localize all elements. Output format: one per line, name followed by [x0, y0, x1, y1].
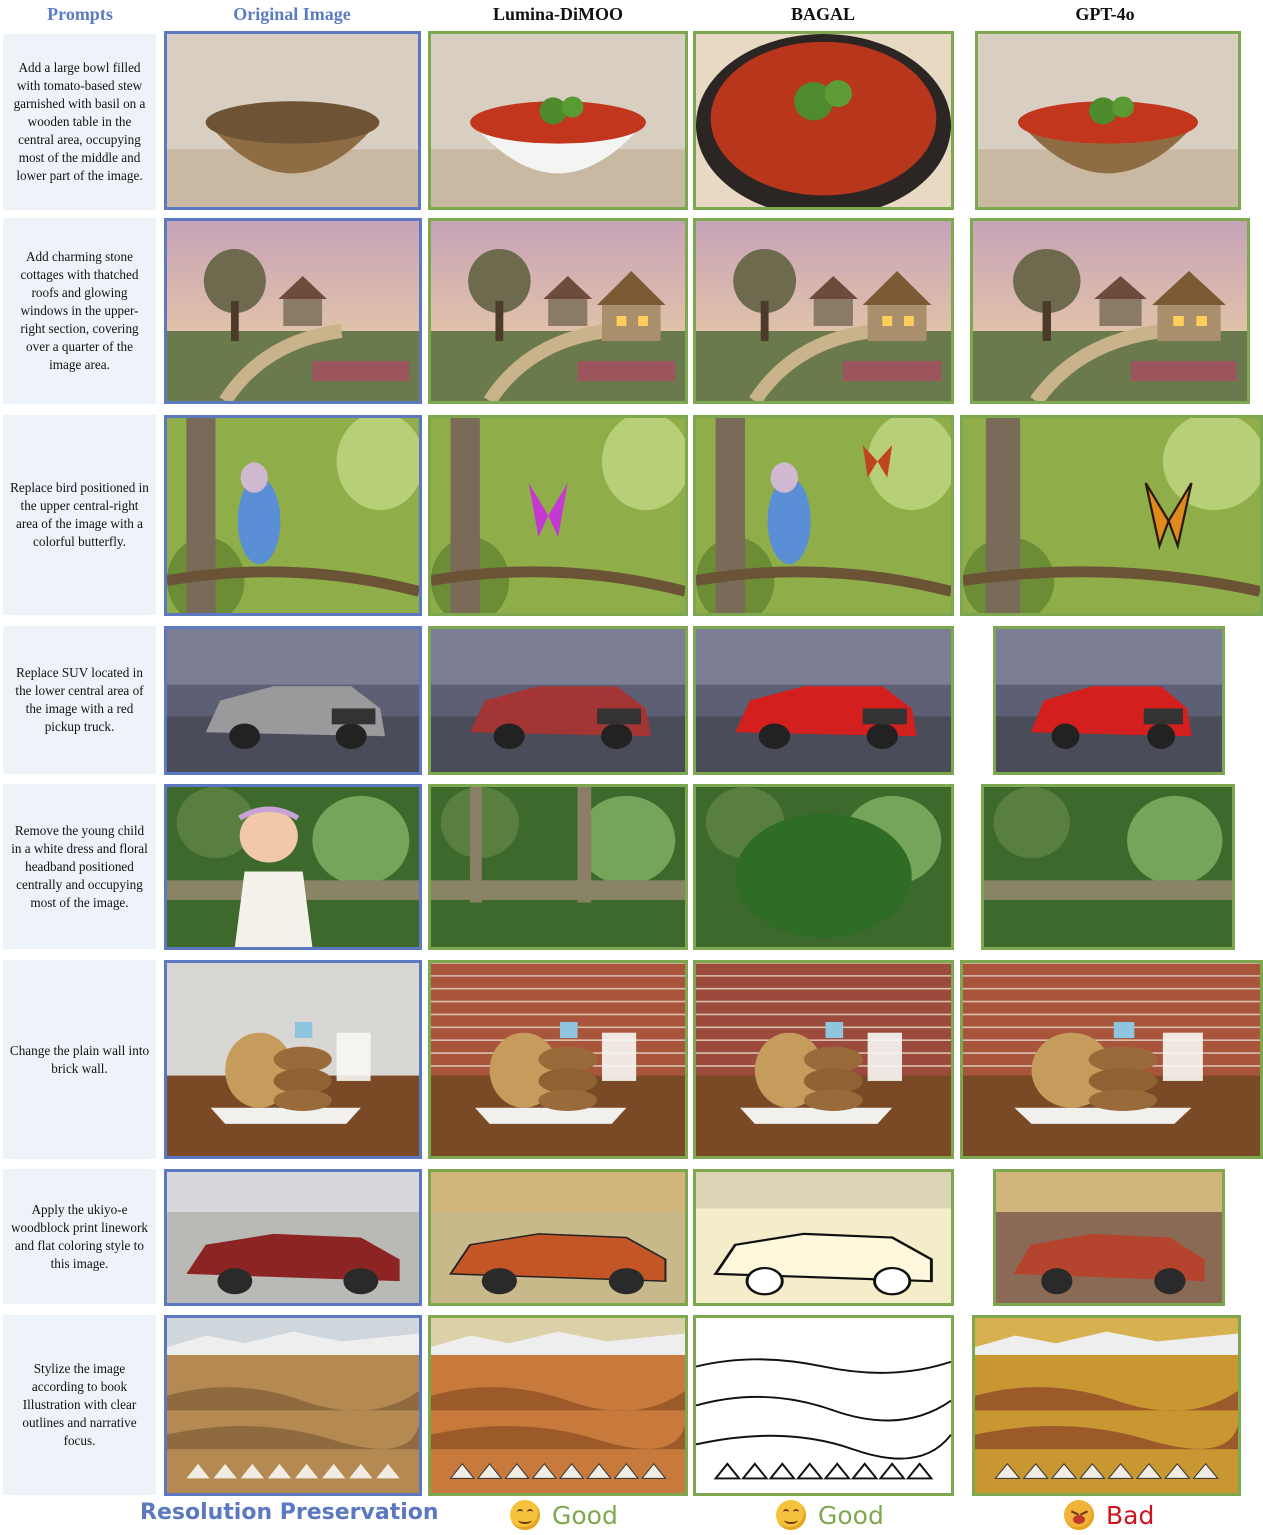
- original-image: [164, 1169, 422, 1306]
- lumina-dimoo-result: [428, 626, 688, 775]
- prompt-text: Remove the young child in a white dress …: [3, 784, 156, 949]
- original-image: [164, 31, 421, 210]
- prompt-text: Add a large bowl filled with tomato-base…: [3, 34, 156, 210]
- lumina-dimoo-result: [428, 1315, 688, 1496]
- prompt-text: Stylize the image according to book Illu…: [3, 1315, 156, 1495]
- bagal-result: [693, 1315, 954, 1496]
- smiling-face-icon: [776, 1500, 806, 1530]
- prompt-text: Replace SUV located in the lower central…: [3, 626, 156, 774]
- original-image-header: Original Image: [164, 4, 420, 25]
- bagal-result: [693, 784, 954, 950]
- model-header-gpt4o: GPT-4o: [970, 4, 1240, 25]
- lumina-dimoo-result: [428, 218, 688, 404]
- gpt4o-result: [975, 31, 1241, 210]
- smiling-face-icon: [510, 1500, 540, 1530]
- prompt-text: Apply the ukiyo-e woodblock print linewo…: [3, 1169, 156, 1304]
- lumina-dimoo-result: [428, 415, 688, 616]
- original-image: [164, 218, 422, 404]
- original-image: [164, 784, 422, 950]
- prompt-text: Change the plain wall into brick wall.: [3, 960, 156, 1159]
- gpt4o-result: [960, 415, 1263, 616]
- verdict-text: Good: [552, 1501, 618, 1530]
- lumina-dimoo-result: [428, 1169, 688, 1306]
- bagal-result: [693, 626, 954, 775]
- resolution-preservation-label: Resolution Preservation: [140, 1500, 439, 1525]
- bagal-result: [693, 31, 954, 210]
- verdict-text: Bad: [1106, 1501, 1154, 1530]
- original-image: [164, 960, 422, 1159]
- prompts-header: Prompts: [40, 4, 120, 25]
- gpt4o-result: [960, 960, 1263, 1159]
- bagal-result: [693, 415, 954, 616]
- lumina-dimoo-result: [428, 960, 688, 1159]
- model-header-bagal: BAGAL: [693, 4, 953, 25]
- original-image: [164, 415, 422, 616]
- bagal-result: [693, 218, 954, 404]
- gpt4o-result: [981, 784, 1235, 950]
- original-image: [164, 626, 422, 775]
- gpt4o-result: [993, 626, 1225, 775]
- gpt4o-result: [972, 1315, 1241, 1496]
- bagal-result: [693, 960, 954, 1159]
- verdict-lumina: Good: [510, 1500, 618, 1530]
- bagal-result: [693, 1169, 954, 1306]
- gpt4o-result: [993, 1169, 1225, 1306]
- tired-face-icon: [1064, 1500, 1094, 1530]
- verdict-bagal: Good: [776, 1500, 884, 1530]
- prompt-text: Add charming stone cottages with thatche…: [3, 218, 156, 404]
- verdict-gpt4o: Bad: [1064, 1500, 1154, 1530]
- gpt4o-result: [970, 218, 1250, 404]
- model-header-lumina: Lumina-DiMOO: [428, 4, 688, 25]
- verdict-text: Good: [818, 1501, 884, 1530]
- lumina-dimoo-result: [428, 31, 688, 210]
- prompt-text: Replace bird positioned in the upper cen…: [3, 415, 156, 615]
- lumina-dimoo-result: [428, 784, 688, 950]
- original-image: [164, 1315, 422, 1496]
